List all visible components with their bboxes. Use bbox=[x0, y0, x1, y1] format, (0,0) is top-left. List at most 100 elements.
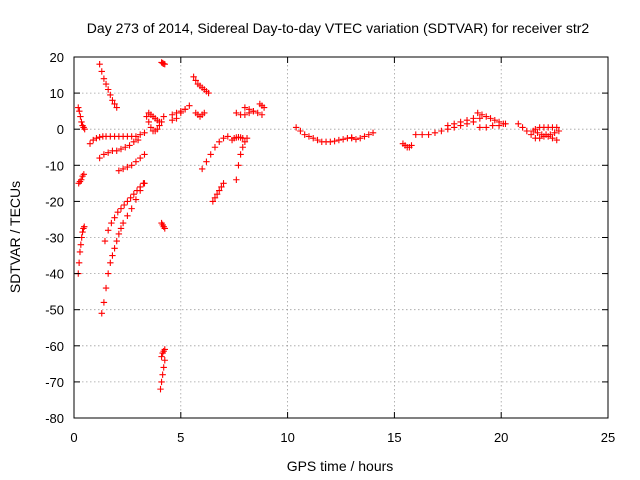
data-point bbox=[102, 284, 110, 292]
data-point bbox=[117, 205, 125, 212]
data-point bbox=[113, 147, 120, 155]
data-layer bbox=[75, 59, 563, 393]
data-point bbox=[156, 118, 163, 126]
data-point bbox=[100, 151, 108, 158]
y-tick-label: -70 bbox=[45, 375, 64, 390]
data-point bbox=[301, 131, 308, 138]
axis-layer bbox=[73, 56, 609, 419]
data-point bbox=[444, 122, 451, 129]
data-point bbox=[487, 115, 494, 122]
series-arc-31 bbox=[412, 118, 477, 138]
data-point bbox=[250, 107, 257, 115]
series-arc-4 bbox=[86, 129, 148, 147]
data-point bbox=[158, 378, 165, 386]
data-point bbox=[241, 104, 249, 111]
series-arc-37 bbox=[532, 133, 560, 144]
data-point bbox=[369, 129, 377, 137]
data-point bbox=[310, 135, 317, 142]
data-point bbox=[132, 196, 140, 203]
series-arc-30 bbox=[399, 140, 415, 151]
data-point bbox=[160, 364, 167, 371]
y-tick-label: -20 bbox=[45, 194, 64, 209]
data-point bbox=[160, 113, 167, 120]
data-point bbox=[147, 124, 155, 131]
data-point bbox=[549, 135, 556, 142]
data-point bbox=[98, 310, 105, 317]
data-point bbox=[211, 194, 219, 201]
data-point bbox=[161, 225, 168, 232]
data-point bbox=[145, 118, 152, 126]
data-point bbox=[348, 135, 355, 142]
data-point bbox=[209, 198, 217, 205]
y-tick-label: -10 bbox=[45, 158, 64, 173]
data-point bbox=[365, 131, 372, 138]
series-arc-35 bbox=[515, 120, 535, 138]
series-arc-27 bbox=[256, 100, 268, 111]
data-point bbox=[224, 133, 231, 140]
y-tick-label: -50 bbox=[45, 303, 64, 318]
data-point bbox=[258, 111, 266, 118]
data-point bbox=[161, 346, 168, 353]
data-point bbox=[111, 214, 118, 221]
data-point bbox=[536, 135, 543, 142]
data-point bbox=[243, 135, 251, 142]
x-tick-label: 10 bbox=[280, 430, 294, 445]
data-point bbox=[203, 158, 210, 165]
series-arc-5 bbox=[96, 136, 142, 162]
data-point bbox=[553, 124, 560, 131]
data-point bbox=[220, 180, 227, 187]
series-arc-22 bbox=[209, 180, 227, 205]
data-point bbox=[124, 198, 131, 205]
data-point bbox=[297, 127, 304, 135]
data-point bbox=[114, 209, 121, 216]
grid-layer bbox=[74, 57, 608, 418]
data-point bbox=[352, 136, 360, 143]
series-arc-17 bbox=[169, 106, 189, 118]
data-point bbox=[173, 115, 180, 122]
data-point bbox=[161, 61, 168, 68]
data-point bbox=[201, 109, 208, 117]
data-point bbox=[127, 194, 134, 201]
data-point bbox=[104, 227, 112, 234]
data-point bbox=[78, 118, 85, 126]
data-point bbox=[205, 89, 212, 97]
data-point bbox=[216, 138, 223, 146]
data-point bbox=[431, 129, 439, 137]
data-point bbox=[157, 385, 164, 393]
x-tick-label: 20 bbox=[494, 430, 508, 445]
data-point bbox=[137, 154, 144, 162]
data-point bbox=[104, 149, 112, 156]
data-point bbox=[327, 138, 334, 146]
x-tick-label: 15 bbox=[387, 430, 401, 445]
data-point bbox=[233, 109, 240, 117]
data-point bbox=[75, 104, 82, 111]
data-point bbox=[233, 176, 240, 183]
data-point bbox=[96, 133, 103, 141]
data-point bbox=[154, 126, 161, 133]
series-arc-29 bbox=[348, 129, 377, 143]
series-arc-20 bbox=[192, 109, 208, 120]
data-point bbox=[555, 127, 563, 135]
data-point bbox=[254, 109, 261, 117]
data-point bbox=[502, 120, 509, 127]
data-point bbox=[134, 136, 142, 144]
y-tick-label: 0 bbox=[57, 122, 64, 137]
data-point bbox=[476, 115, 484, 122]
data-point bbox=[470, 115, 477, 122]
data-point bbox=[115, 167, 123, 174]
data-point bbox=[335, 136, 343, 144]
data-point bbox=[241, 111, 249, 118]
data-point bbox=[523, 127, 531, 135]
y-tick-label: -80 bbox=[45, 411, 64, 426]
data-point bbox=[158, 353, 165, 360]
data-point bbox=[104, 86, 112, 93]
data-point bbox=[218, 183, 225, 191]
data-point bbox=[495, 122, 503, 129]
series-arc-38 bbox=[532, 124, 560, 133]
series-arc-2 bbox=[75, 171, 88, 187]
series-arc-33 bbox=[474, 109, 507, 127]
data-point bbox=[361, 133, 368, 140]
series-arc-19 bbox=[201, 86, 212, 97]
data-point bbox=[474, 109, 481, 117]
data-point bbox=[457, 118, 464, 126]
